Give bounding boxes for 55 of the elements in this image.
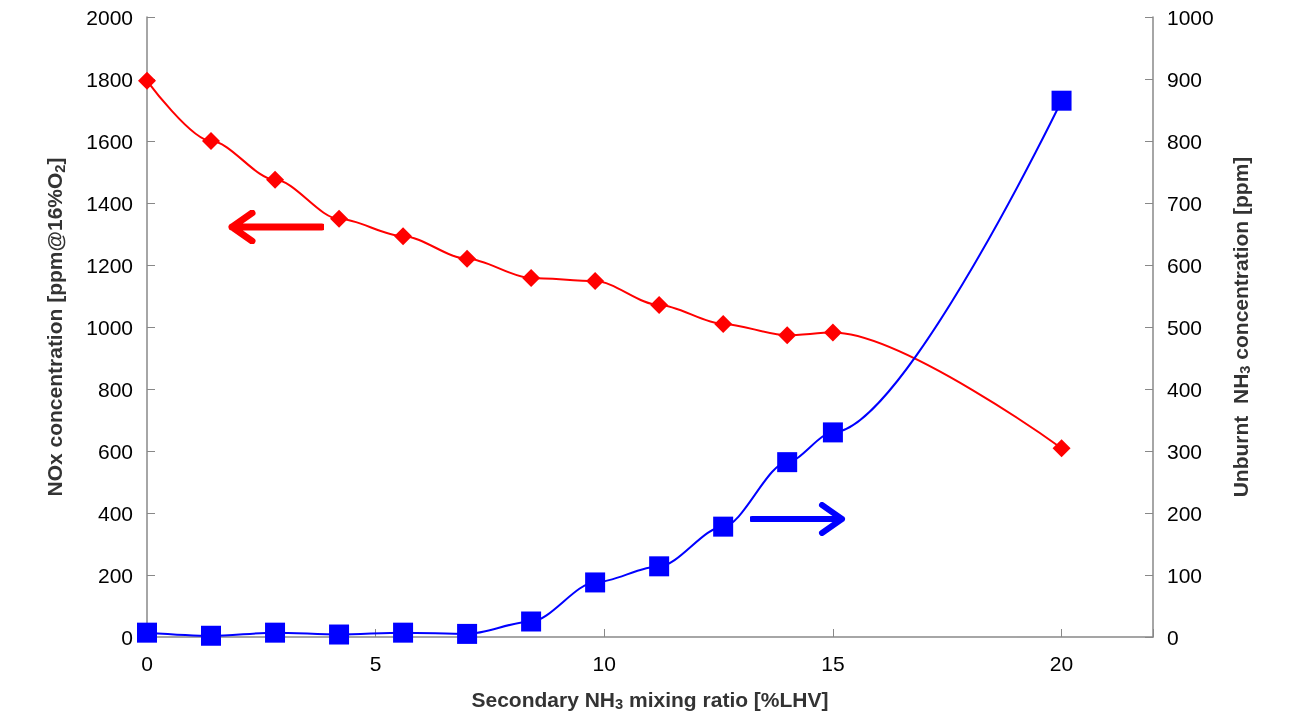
point [522,269,541,288]
y-tick-label: 1400 [86,191,133,215]
point [650,295,669,314]
y2-tick-label: 800 [1167,129,1203,153]
point [393,622,414,643]
y2-tick-label: 300 [1167,439,1203,463]
x-tick-label: 20 [1049,652,1074,675]
point [458,249,477,268]
point [823,323,842,342]
y-tick-label: 1000 [86,315,133,339]
x-tick-label: 5 [369,652,382,675]
x-tick-label: 10 [592,652,616,675]
y-tick-label: 400 [97,501,133,525]
y-tick-label: 600 [97,439,133,463]
y-tick-label: 0 [121,625,133,649]
point [138,71,156,90]
y2-tick-label: 1000 [1167,5,1214,29]
point [137,622,157,643]
y2-tick-label: 700 [1167,191,1203,215]
point [521,611,542,632]
y2-tick-label: 400 [1167,377,1203,401]
y2-tick-label: 200 [1167,501,1203,525]
point [266,170,285,189]
y-tick-label: 800 [97,377,133,401]
y2-tick-label: 500 [1167,315,1203,339]
x-tick-label: 0 [141,652,153,675]
x-tick-label: 15 [821,652,845,675]
point [394,227,413,246]
point [202,132,221,150]
y-axis-title: NOx concentration [ppm@16%O2] [43,157,68,497]
point [714,314,733,333]
point [586,272,605,291]
point [822,422,843,443]
point [585,572,606,593]
point [201,625,222,646]
point [329,624,350,645]
point [265,622,286,643]
y2-tick-label: 600 [1167,253,1203,277]
y-tick-label: 1200 [86,253,133,277]
y-tick-label: 2000 [86,5,133,29]
y-tick-label: 1800 [86,67,133,91]
y2-tick-label: 100 [1167,563,1203,587]
y-tick-label: 200 [97,563,133,587]
y2-tick-label: 0 [1167,625,1179,649]
point [330,209,349,228]
point [777,452,798,473]
point [713,516,734,537]
point [1052,439,1071,458]
point [457,623,478,644]
point [1051,90,1072,111]
y2-axis-title: Unburnt NH3 concentration [ppm] [1228,156,1253,498]
point [649,556,670,577]
y2-tick-label: 900 [1167,67,1203,91]
point [778,326,797,345]
y-tick-label: 1600 [86,129,133,153]
